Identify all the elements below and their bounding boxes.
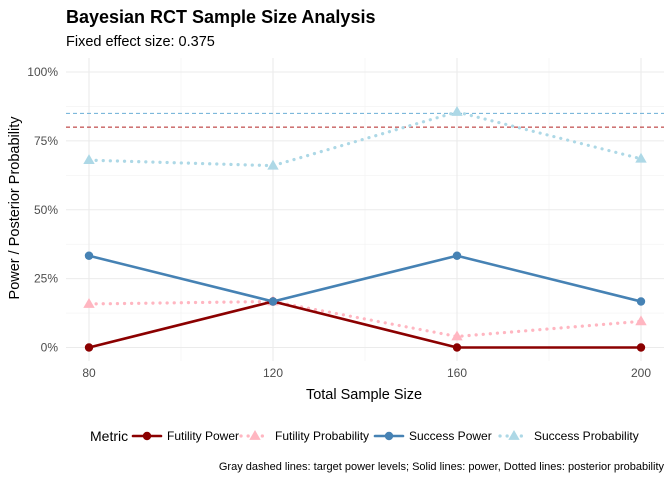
legend-title: Metric xyxy=(90,428,128,444)
legend-key-marker xyxy=(249,430,261,440)
legend-key-marker xyxy=(508,430,520,440)
series-success-probability xyxy=(83,105,647,170)
data-point-success-power xyxy=(636,297,646,306)
data-point-success-power xyxy=(84,251,94,260)
data-point-success-power xyxy=(268,297,278,306)
legend-label: Futility Power xyxy=(167,429,239,443)
data-point-futility-probability xyxy=(635,315,647,326)
series-line-futility-power xyxy=(87,300,643,349)
legend-item-futility-power: Futility Power xyxy=(131,429,239,443)
legend-item-success-power: Success Power xyxy=(373,429,492,443)
data-point-success-probability xyxy=(83,154,95,165)
data-point-futility-power xyxy=(452,343,462,352)
legend-label: Success Power xyxy=(409,429,492,443)
y-tick-label: 75% xyxy=(34,134,58,148)
chart-subtitle: Fixed effect size: 0.375 xyxy=(66,34,215,50)
series-line-success-probability xyxy=(87,110,643,168)
series-line-futility-probability xyxy=(87,299,643,339)
data-point-success-probability xyxy=(267,159,279,170)
legend: Metric Futility Power Futility Probabilit… xyxy=(90,428,639,444)
y-tick-label: 0% xyxy=(41,341,59,355)
x-tick-label: 80 xyxy=(82,366,96,380)
legend-item-success-probability: Success Probability xyxy=(498,429,639,443)
x-axis-title: Total Sample Size xyxy=(306,387,422,403)
data-point-futility-probability xyxy=(83,297,95,308)
x-tick-label: 200 xyxy=(631,366,651,380)
x-tick-label: 120 xyxy=(263,366,283,380)
data-point-success-probability xyxy=(451,105,463,116)
axis-layer: 0% 25% 50% 75% 100% 80 120 160 200 xyxy=(27,65,651,380)
legend-key-marker xyxy=(384,431,394,441)
chart-title: Bayesian RCT Sample Size Analysis xyxy=(66,7,375,27)
series-success-power xyxy=(84,251,646,306)
series-line-success-power xyxy=(87,254,643,303)
x-tick-label: 160 xyxy=(447,366,467,380)
chart-caption: Gray dashed lines: target power levels; … xyxy=(219,461,665,473)
series-futility-probability xyxy=(83,295,647,341)
data-point-futility-probability xyxy=(451,330,463,341)
y-tick-label: 50% xyxy=(34,203,58,217)
data-point-success-power xyxy=(452,251,462,260)
legend-label: Futility Probability xyxy=(275,429,369,443)
data-point-success-probability xyxy=(635,152,647,163)
y-tick-label: 25% xyxy=(34,272,58,286)
y-tick-label: 100% xyxy=(27,65,58,79)
legend-label: Success Probability xyxy=(534,429,639,443)
reference-lines xyxy=(66,112,664,128)
legend-item-futility-probability: Futility Probability xyxy=(239,429,369,443)
legend-key-marker xyxy=(142,431,152,441)
y-axis-title: Power / Posterior Probability xyxy=(7,116,23,300)
series-layer xyxy=(83,105,647,352)
data-point-futility-power xyxy=(636,343,646,352)
data-point-futility-power xyxy=(84,343,94,352)
grid-layer xyxy=(66,58,664,361)
